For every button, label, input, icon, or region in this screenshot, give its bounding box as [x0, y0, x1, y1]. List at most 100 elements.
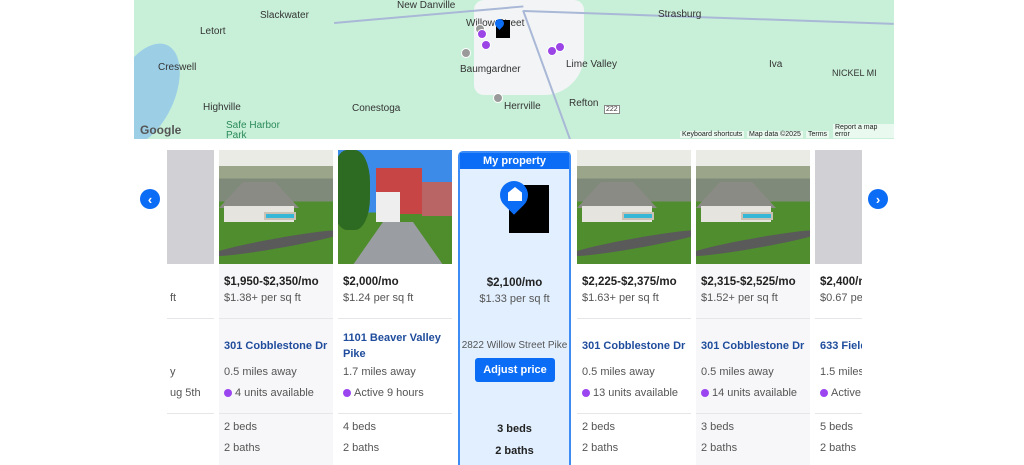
baths: 2 baths [820, 442, 857, 454]
listing-status: ug 5th [170, 387, 201, 399]
address-link[interactable]: 633 Field [820, 340, 862, 352]
status-text: Active 2 [831, 387, 862, 399]
divider [696, 318, 810, 319]
divider [219, 413, 333, 414]
listing-status: 4 units available [224, 387, 314, 399]
status-text: Active 9 hours [354, 387, 424, 399]
listing-status: 13 units available [582, 387, 678, 399]
next-button[interactable]: › [868, 189, 888, 209]
town-label: NICKEL MI [832, 68, 877, 78]
divider [338, 413, 452, 414]
status-text: 13 units available [593, 387, 679, 399]
distance: 1.7 miles away [343, 366, 416, 378]
address: 2822 Willow Street Pike [461, 340, 568, 351]
divider [577, 318, 691, 319]
map-pin[interactable] [477, 29, 487, 39]
distance: 0.5 miles away [701, 366, 774, 378]
listing-photo [696, 150, 810, 264]
listing-card[interactable]: $2,225-$2,375/mo $1.63+ per sq ft 301 Co… [577, 150, 691, 465]
status-text: 14 units available [712, 387, 798, 399]
listing-card[interactable]: $2,315-$2,525/mo $1.52+ per sq ft 301 Co… [696, 150, 810, 465]
beds: 4 beds [343, 421, 377, 433]
adjust-price-button[interactable]: Adjust price [475, 358, 555, 382]
my-property-card: My property $2,100/mo $1.33 per sq ft 28… [458, 151, 571, 465]
price-per-sqft: $1.38+ per sq ft [224, 292, 301, 304]
town-label: Baumgardner [460, 64, 521, 75]
town-label: Lime Valley [566, 59, 617, 70]
prev-button[interactable]: ‹ [140, 189, 160, 209]
listing-photo [338, 150, 452, 264]
price: $2,400/m [820, 276, 862, 288]
status-dot-icon [343, 389, 351, 397]
status-dot-icon [582, 389, 590, 397]
home-icon [508, 187, 522, 201]
map-pin[interactable] [493, 93, 503, 103]
distance: y [170, 366, 176, 378]
distance: 1.5 miles [820, 366, 862, 378]
listing-card[interactable]: $2,400/m $0.67 pe 633 Field 1.5 miles Ac… [815, 150, 862, 465]
price: $2,100/mo [486, 277, 543, 289]
address-link[interactable]: 301 Cobblestone Dr [224, 340, 328, 352]
price: $1,950-$2,350/mo [224, 276, 319, 288]
distance: 0.5 miles away [224, 366, 297, 378]
town-label: Conestoga [352, 103, 401, 114]
status-text: 4 units available [235, 387, 314, 399]
beds: 3 beds [497, 423, 532, 435]
map-pin[interactable] [461, 48, 471, 58]
report-map-error-link[interactable]: Report a map error [833, 124, 894, 138]
price-per-sqft: $1.52+ per sq ft [701, 292, 778, 304]
beds: 3 beds [701, 421, 735, 433]
listing-photo [167, 150, 214, 264]
divider [338, 318, 452, 319]
urban-area [474, 0, 584, 95]
price: $2,315-$2,525/mo [701, 276, 796, 288]
listing-photo [577, 150, 691, 264]
my-property-header: My property [460, 153, 569, 169]
keyboard-shortcuts-link[interactable]: Keyboard shortcuts [680, 131, 745, 138]
map-pin[interactable] [555, 42, 565, 52]
price-per-sqft: ft [170, 292, 177, 304]
listing-card[interactable]: ft y ug 5th [167, 150, 214, 465]
baths: 2 baths [343, 442, 380, 454]
beds: 2 beds [582, 421, 616, 433]
price-per-sqft: $1.33 per sq ft [479, 293, 550, 305]
beds: 2 beds [224, 421, 258, 433]
listing-status: Active 9 hours [343, 387, 424, 399]
divider [696, 413, 810, 414]
price: $2,000/mo [343, 276, 399, 288]
chevron-right-icon: › [875, 191, 881, 207]
baths: 2 baths [701, 442, 738, 454]
divider [167, 318, 214, 319]
listing-status: Active 2 [820, 387, 862, 399]
distance: 0.5 miles away [582, 366, 655, 378]
listing-card[interactable]: $1,950-$2,350/mo $1.38+ per sq ft 301 Co… [219, 150, 333, 465]
divider [167, 413, 214, 414]
town-label: Herrville [504, 101, 541, 112]
terms-link[interactable]: Terms [806, 131, 830, 138]
baths: 2 baths [495, 445, 534, 457]
town-label: Slackwater [260, 10, 309, 21]
map-pin[interactable] [481, 40, 491, 50]
status-dot-icon [701, 389, 709, 397]
price-per-sqft: $1.63+ per sq ft [582, 292, 659, 304]
town-label: Highville [203, 102, 241, 113]
town-label: Iva [769, 59, 783, 70]
address-link[interactable]: 301 Cobblestone Dr [701, 340, 805, 352]
address-link[interactable]: 1101 Beaver Valley Pike [343, 332, 441, 360]
town-label: Strasburg [658, 9, 702, 20]
beds: 5 beds [820, 421, 854, 433]
baths: 2 baths [582, 442, 619, 454]
address-link[interactable]: 301 Cobblestone Dr [582, 340, 686, 352]
google-logo: Google [140, 123, 182, 137]
price-per-sqft: $1.24 per sq ft [343, 292, 414, 304]
park-label: Safe Harbor Park [226, 120, 280, 140]
town-label: Refton [569, 98, 599, 109]
baths: 2 baths [224, 442, 261, 454]
status-dot-icon [820, 389, 828, 397]
map[interactable]: New Danville Slackwater Strasburg Letort… [134, 0, 894, 139]
map-data-label: Map data ©2025 [747, 131, 803, 138]
listings-carousel: ft y ug 5th $1,950-$2,350/mo $1.38+ per … [167, 150, 862, 465]
price-per-sqft: $0.67 pe [820, 292, 862, 304]
listing-card[interactable]: $2,000/mo $1.24 per sq ft 1101 Beaver Va… [338, 150, 452, 465]
town-label: Letort [200, 26, 226, 37]
